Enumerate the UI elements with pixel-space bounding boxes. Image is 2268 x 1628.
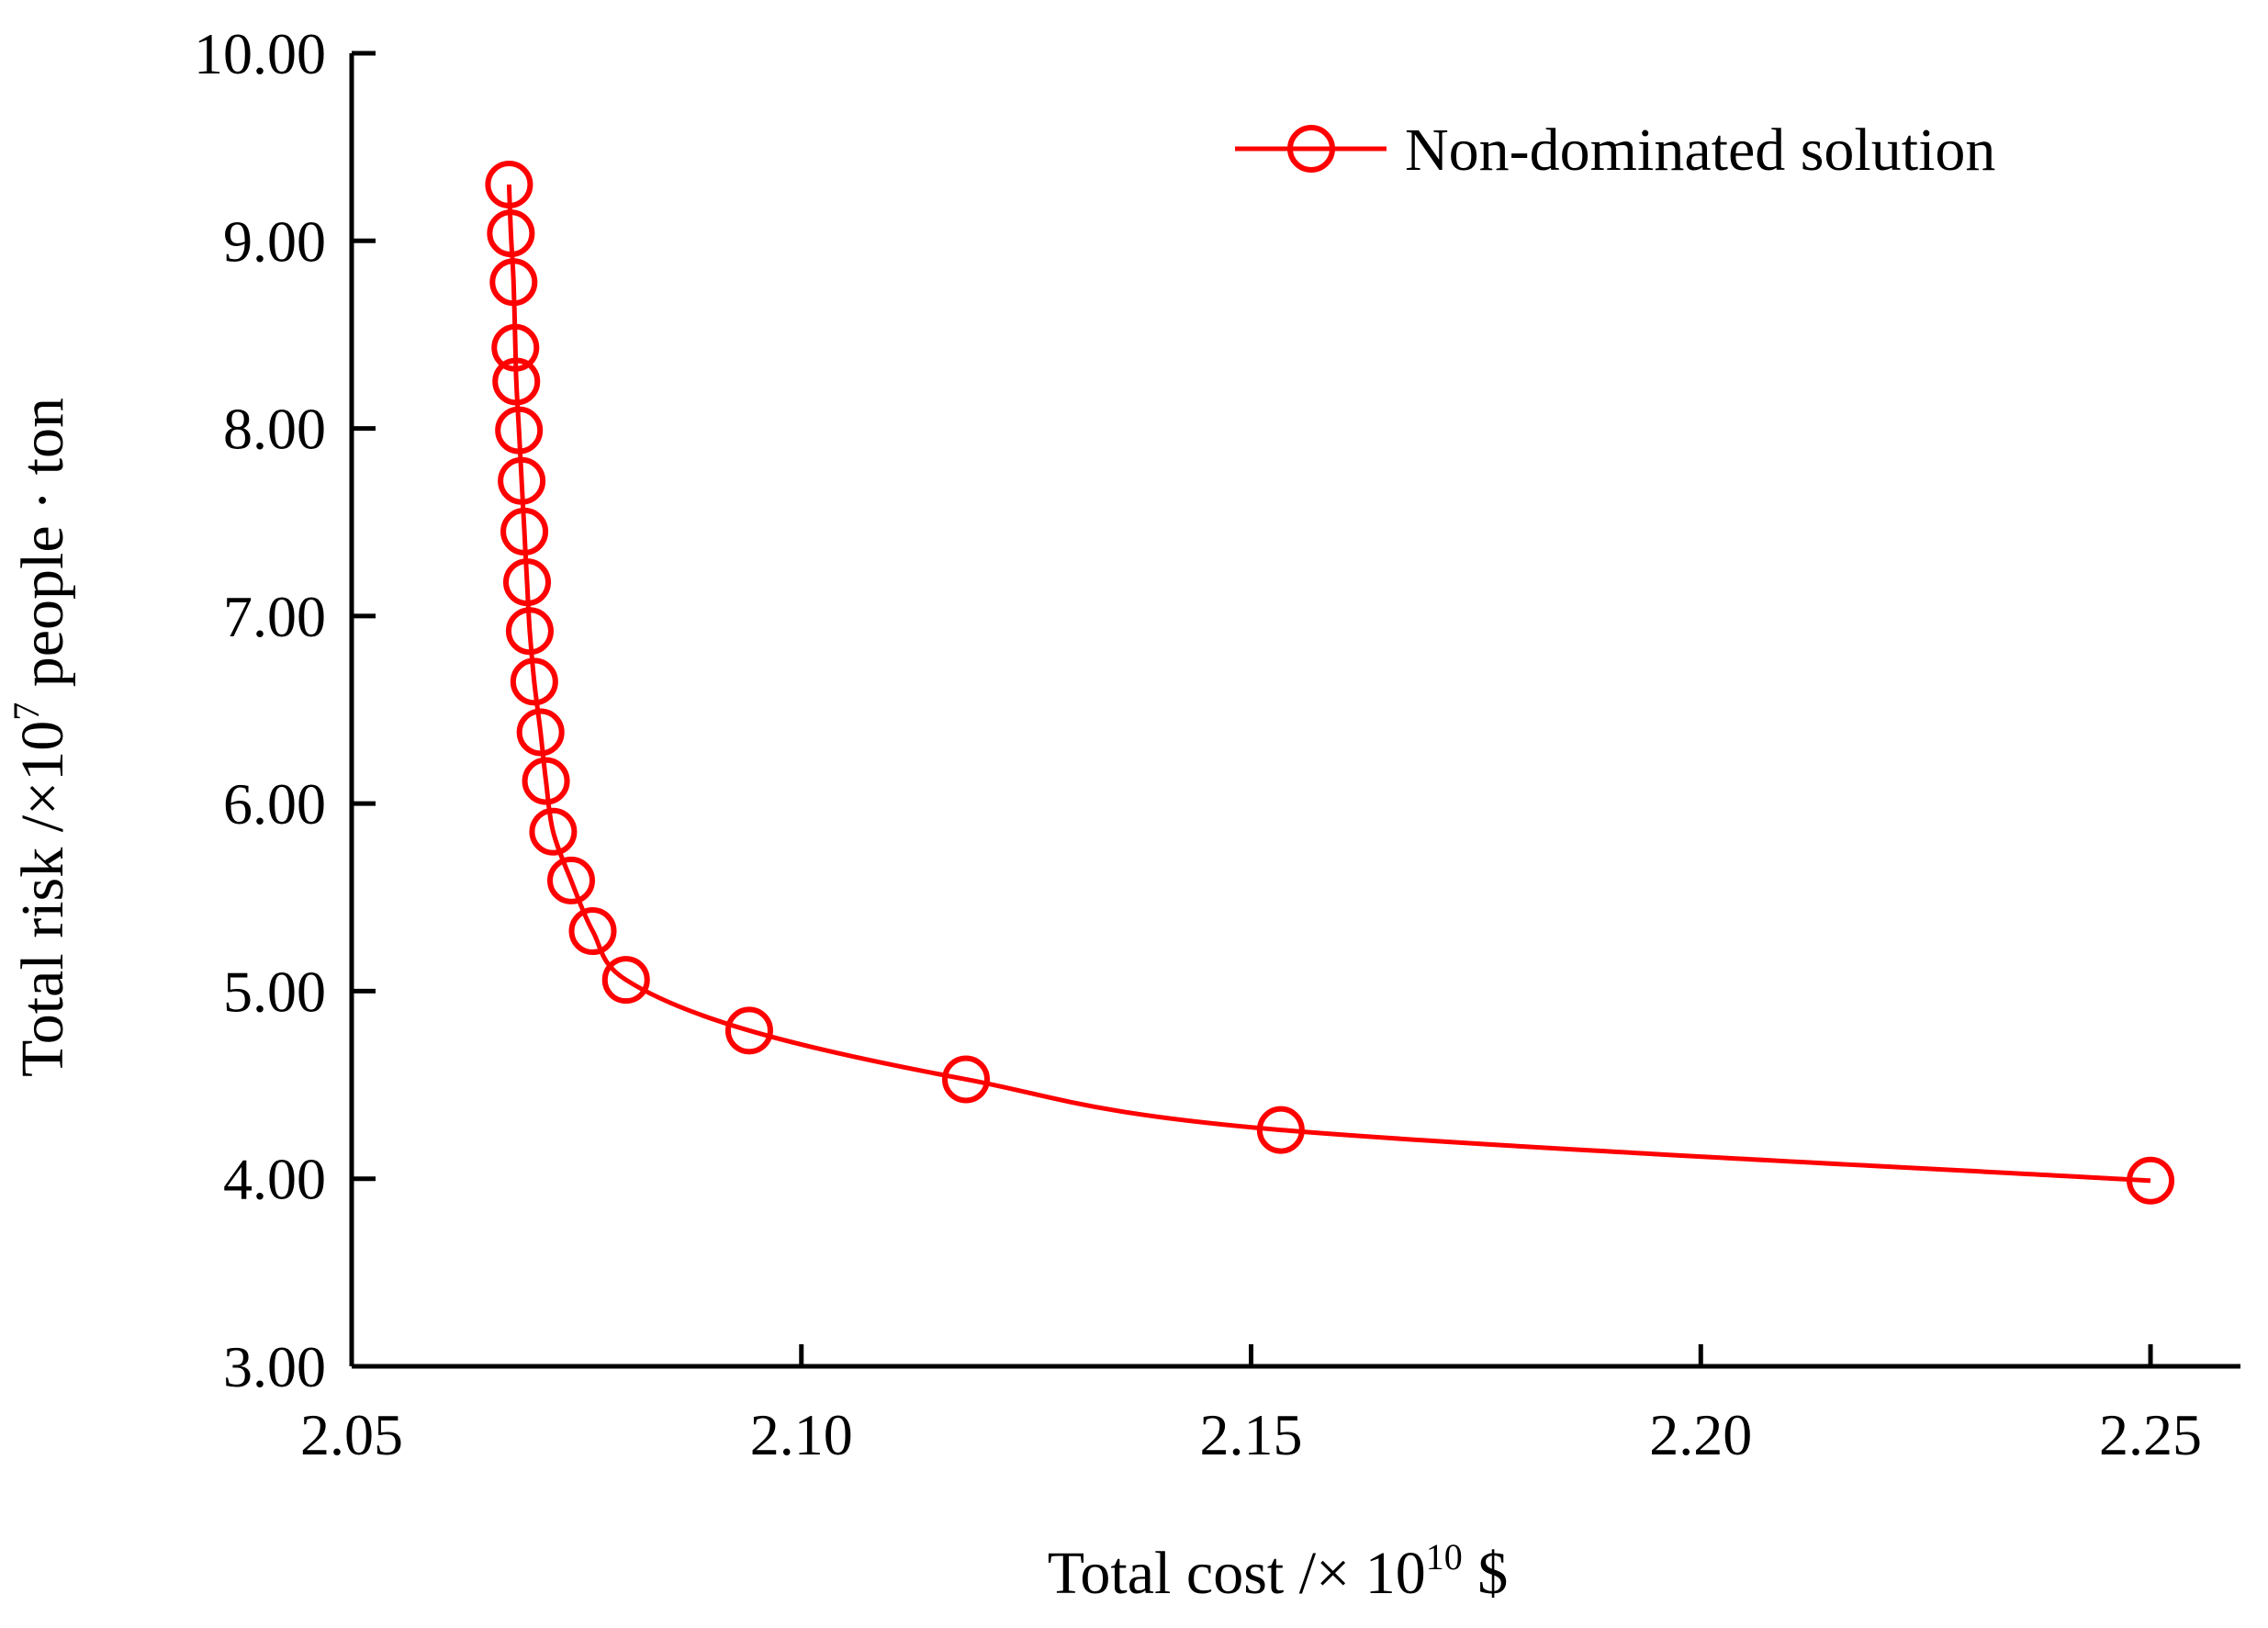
y-axis-title-exponent: 7 <box>6 702 47 721</box>
data-point <box>516 708 565 757</box>
y-tick-label: 5.00 <box>223 959 326 1024</box>
data-point <box>522 757 570 805</box>
data-point <box>485 161 533 208</box>
data-point <box>500 507 549 556</box>
y-axis-title-suffix: people · ton <box>9 398 76 702</box>
y-tick-label: 7.00 <box>223 584 326 649</box>
data-point <box>2127 1156 2175 1205</box>
x-tick-label: 2.25 <box>2099 1402 2202 1467</box>
data-point <box>601 956 650 1005</box>
x-tick-label: 2.20 <box>1649 1402 1752 1467</box>
legend-marker <box>1287 125 1335 173</box>
x-axis-title-suffix: $ <box>1463 1540 1509 1607</box>
y-tick-label: 9.00 <box>223 208 326 274</box>
legend: Non-dominated solution <box>1235 117 1995 184</box>
y-tick-label: 8.00 <box>223 397 326 462</box>
y-axis-title: Total risk /×107 people · ton <box>6 398 76 1077</box>
data-point <box>1256 1106 1305 1154</box>
y-tick-label: 3.00 <box>223 1334 326 1399</box>
x-axis-title-exponent: 10 <box>1426 1536 1463 1577</box>
data-point <box>547 856 596 904</box>
y-axis-title-prefix: Total risk /×10 <box>9 721 76 1077</box>
data-point <box>495 406 544 455</box>
y-tick-label: 6.00 <box>223 771 326 836</box>
x-tick-label: 2.15 <box>1200 1402 1303 1467</box>
data-point <box>505 607 554 656</box>
data-point <box>568 907 617 956</box>
data-point <box>503 558 552 607</box>
x-axis-title: Total cost /× 1010 $ <box>1048 1536 1509 1607</box>
x-tick-label: 2.05 <box>300 1402 403 1467</box>
series-line <box>506 184 2151 1184</box>
data-point <box>942 1055 991 1104</box>
data-point <box>510 657 558 706</box>
series-layer <box>485 161 2175 1205</box>
data-point <box>492 357 541 406</box>
data-point <box>487 209 535 258</box>
y-axis-ticks: 3.00 4.00 5.00 6.00 7.00 8.00 9.00 10.00 <box>194 21 376 1399</box>
legend-label: Non-dominated solution <box>1405 117 1995 184</box>
x-axis-ticks: 2.05 2.10 2.15 2.20 2.25 <box>300 1344 2202 1467</box>
data-point <box>724 1006 773 1055</box>
y-tick-label: 10.00 <box>194 21 326 86</box>
x-tick-label: 2.10 <box>750 1402 853 1467</box>
data-point <box>491 323 540 372</box>
data-point <box>498 456 546 505</box>
data-point <box>489 258 538 307</box>
data-point <box>529 807 578 856</box>
y-tick-label: 4.00 <box>223 1147 326 1212</box>
x-axis-title-prefix: Total cost /× 10 <box>1048 1540 1426 1607</box>
